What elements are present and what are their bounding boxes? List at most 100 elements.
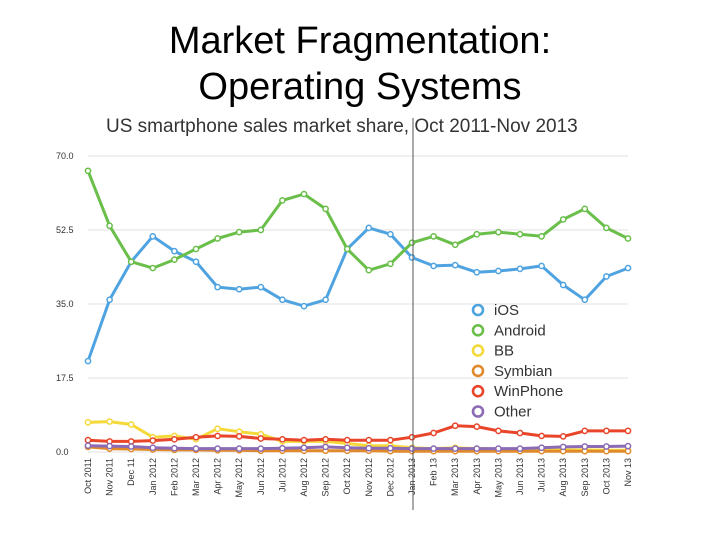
data-point-winphone	[300, 436, 308, 444]
x-tick-label: Jan 2013	[407, 458, 417, 495]
data-point-other	[451, 445, 459, 452]
y-tick-label: 35.0	[56, 299, 74, 309]
data-point-ios	[300, 302, 308, 310]
data-point-ios	[603, 273, 610, 280]
legend-marker-symbian	[471, 364, 485, 378]
data-point-ios	[624, 264, 632, 272]
data-point-other	[559, 443, 567, 451]
data-point-ios	[430, 262, 437, 270]
x-tick-label: Apr 2012	[213, 458, 223, 495]
series-line-ios	[86, 226, 629, 362]
data-point-ios	[257, 283, 265, 291]
legend-marker-bb	[471, 344, 485, 357]
x-tick-label: Feb 13	[429, 458, 439, 486]
data-point-winphone	[516, 429, 524, 437]
data-point-other	[603, 443, 610, 450]
data-point-other	[581, 443, 589, 450]
data-point-android	[473, 230, 481, 238]
series-line-bb	[87, 420, 628, 452]
x-tick-label: Nov 13	[623, 458, 633, 487]
data-point-android	[84, 167, 92, 175]
data-point-android	[192, 245, 200, 253]
series-line-other	[87, 444, 629, 451]
data-point-winphone	[603, 427, 610, 435]
data-point-other	[300, 444, 308, 452]
data-point-ios	[408, 254, 416, 261]
data-point-ios	[559, 281, 567, 289]
x-tick-label: Nov 2012	[364, 458, 374, 497]
legend-marker-android	[471, 323, 485, 337]
data-point-winphone	[192, 433, 200, 441]
data-point-ios	[473, 268, 481, 276]
data-point-winphone	[538, 432, 545, 440]
legend-label-ios: iOS	[494, 302, 519, 319]
data-point-android	[214, 235, 221, 242]
data-point-ios	[581, 296, 589, 304]
data-point-ios	[451, 261, 459, 269]
x-tick-label: Jul 2013	[537, 458, 547, 492]
data-point-android	[365, 266, 373, 274]
x-tick-label: Feb 2012	[169, 458, 179, 496]
data-point-android	[559, 216, 567, 223]
data-point-other	[106, 442, 113, 450]
data-point-android	[495, 228, 502, 236]
y-tick-label: 17.5	[56, 373, 74, 383]
data-point-other	[149, 444, 157, 452]
x-tick-label: Jun 2012	[256, 458, 266, 495]
x-tick-label: Sep 2012	[321, 458, 331, 497]
data-point-android	[106, 222, 113, 230]
data-point-other	[279, 444, 286, 452]
legend-marker-ios	[471, 303, 485, 317]
data-point-other	[624, 442, 632, 450]
x-tick-label: Oct 2011	[83, 458, 93, 494]
data-point-winphone	[451, 422, 459, 430]
data-point-winphone	[149, 437, 157, 444]
data-point-ios	[84, 357, 92, 365]
data-point-ios	[516, 265, 524, 273]
series-line-symbian	[87, 445, 628, 453]
series-line-android	[86, 170, 629, 272]
data-point-ios	[192, 258, 200, 266]
x-axis-ticks: Oct 2011 Nov 2011 Dec 11 Jan 2012 Feb 2012 Ma…	[83, 458, 633, 498]
y-tick-label: 70.0	[56, 151, 74, 161]
x-tick-label: May 2013	[493, 458, 503, 498]
data-point-other	[322, 443, 329, 451]
x-tick-label: Oct 2012	[342, 458, 352, 495]
data-point-other	[343, 444, 351, 452]
data-point-android	[581, 205, 589, 213]
data-point-android	[430, 232, 437, 240]
data-point-winphone	[559, 433, 567, 440]
slide-title-line-2: Operating Systems	[198, 66, 522, 108]
data-point-android	[322, 205, 329, 213]
legend-label-winphone: WinPhone	[494, 383, 563, 400]
data-point-ios	[106, 296, 113, 304]
grid-layer	[88, 155, 628, 453]
legend: iOS Android BB Symbian WinPhone Other	[471, 302, 563, 421]
series-line-winphone	[87, 424, 628, 443]
x-tick-label: Jan 2012	[148, 458, 158, 495]
data-point-winphone	[171, 435, 178, 443]
y-tick-label: 0.0	[56, 447, 69, 457]
x-tick-label: Apr 2013	[472, 458, 482, 495]
data-point-other	[387, 444, 394, 452]
data-point-ios	[495, 267, 502, 275]
x-tick-label: Mar 2013	[450, 458, 460, 496]
data-point-winphone	[624, 427, 632, 435]
data-point-android	[279, 197, 286, 204]
data-point-bb	[106, 418, 113, 425]
data-point-other	[84, 442, 92, 450]
data-point-other	[365, 444, 373, 452]
data-point-winphone	[473, 423, 481, 430]
data-point-other	[408, 445, 416, 452]
x-tick-label: Jun 2013	[515, 458, 525, 495]
data-point-other	[538, 444, 545, 452]
x-tick-label: Aug 2012	[299, 458, 309, 497]
data-point-bb	[127, 421, 135, 428]
data-point-winphone	[257, 435, 265, 442]
data-point-other	[214, 445, 221, 452]
legend-label-symbian: Symbian	[494, 363, 552, 380]
data-point-other	[257, 445, 265, 452]
data-point-android	[408, 239, 416, 247]
data-point-winphone	[279, 435, 286, 443]
